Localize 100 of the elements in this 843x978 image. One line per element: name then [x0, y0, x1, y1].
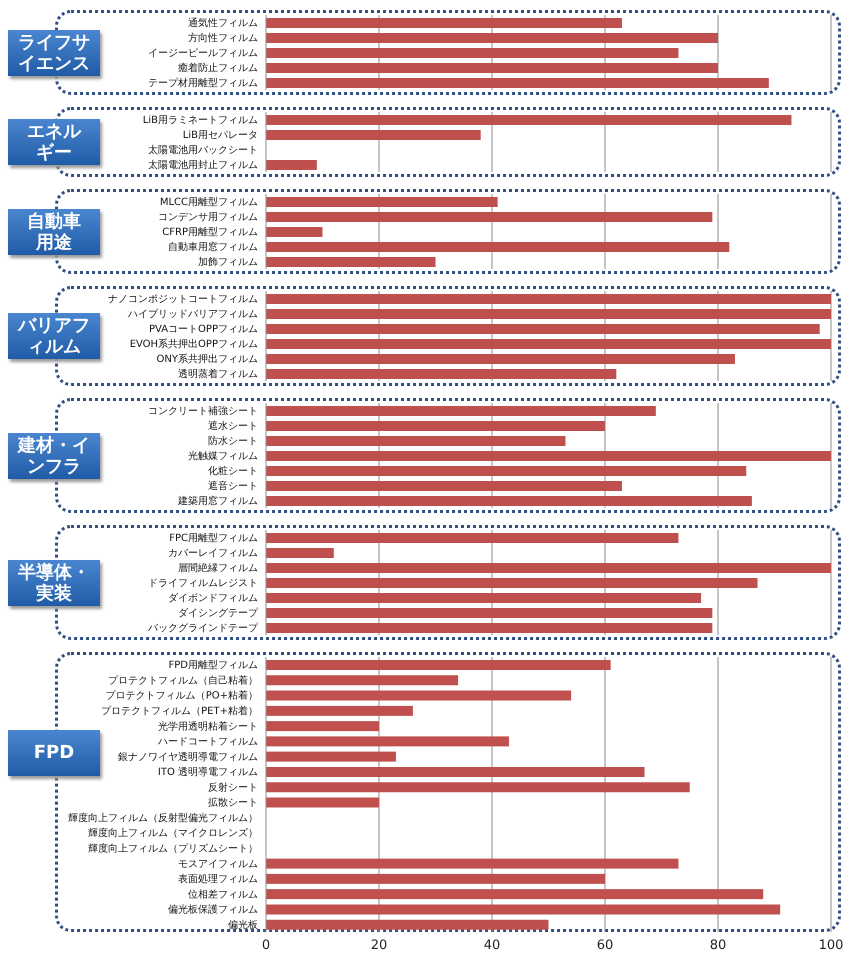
x-tick-label: 0 [262, 938, 270, 954]
bar [266, 721, 379, 732]
bar [266, 578, 758, 588]
bar [266, 593, 702, 603]
y-tick-label: FPC用離型フィルム [169, 532, 258, 544]
y-tick-label: LiB用セパレータ [182, 130, 258, 142]
y-tick-label: 遮音シート [208, 480, 258, 492]
bar [266, 920, 548, 930]
y-tick-label: ドライフィルムレジスト [148, 578, 258, 590]
y-tick-label: 光触媒フィルム [188, 450, 258, 462]
bar [266, 889, 764, 900]
bar [266, 858, 678, 869]
x-tick-label: 20 [370, 938, 388, 954]
y-tick-label: LiB用ラミネートフィルム [142, 115, 258, 126]
bar [266, 324, 820, 334]
bar [266, 354, 735, 364]
y-tick-label: 太陽電池用バックシート [148, 144, 258, 156]
text: 半導体・実装 [16, 562, 91, 604]
y-tick-label: FPD用離型フィルム [168, 659, 258, 672]
bar [266, 212, 712, 222]
text: 建材・インフラ [16, 434, 91, 476]
y-tick-label: ナノコンポジットコートフィルム [108, 294, 258, 306]
text: FPD [32, 742, 76, 764]
y-tick-label: カバーレイフィルム [168, 548, 258, 560]
bar [266, 421, 605, 431]
bar [266, 563, 831, 573]
x-tick-label: 80 [710, 938, 726, 954]
bar [266, 309, 831, 319]
y-tick-label: 輝度向上フィルム（反射型偏光フィルム） [68, 812, 258, 824]
y-tick-label: 化粧シート [208, 465, 258, 478]
bar [266, 339, 831, 349]
bar [266, 33, 718, 43]
y-tick-label: コンデンサ用フィルム [158, 212, 258, 224]
y-tick-label: 自動車用窓フィルム [168, 241, 258, 254]
y-tick-label: 位相差フィルム [188, 888, 258, 900]
x-tick-label: 100 [818, 938, 843, 954]
bar [266, 533, 678, 543]
bar [266, 623, 712, 633]
x-tick-label: 40 [484, 938, 500, 954]
bar [266, 369, 616, 379]
bar [266, 736, 509, 746]
bar [266, 242, 730, 252]
text: 自動車用途 [26, 210, 82, 252]
y-tick-label: 方向性フィルム [188, 32, 258, 44]
bar [266, 660, 611, 670]
y-tick-label: ハードコートフィルム [157, 736, 258, 748]
bar [266, 294, 831, 304]
bar [266, 257, 436, 267]
bar [266, 766, 645, 777]
y-tick-label: 建築用窓フィルム [177, 495, 258, 508]
y-tick-label: コンクリート補強シート [148, 405, 258, 418]
y-tick-label: 癒着防止フィルム [178, 62, 258, 74]
y-tick-label: 光学用透明粘着シート [158, 720, 258, 732]
bar [266, 782, 690, 792]
bar [266, 706, 413, 716]
y-tick-label: ITO 透明導電フィルム [158, 766, 258, 778]
y-tick-label: ダイシングテープ [178, 607, 259, 620]
bar [266, 496, 752, 506]
y-tick-label: 銀ナノワイヤ透明導電フィルム [118, 750, 258, 763]
y-tick-label: バックグラインドテープ [147, 622, 259, 634]
bar [266, 63, 718, 73]
y-tick-label: EVOH系共押出OPPフィルム [130, 338, 258, 350]
bar [266, 752, 396, 762]
y-tick-label: テープ材用離型フィルム [148, 77, 258, 90]
y-tick-label: 反射シート [208, 781, 258, 794]
text: エネルギー [26, 121, 82, 163]
y-tick-label: 層間絶縁フィルム [178, 562, 258, 574]
text: ライフサイエンス [16, 32, 91, 74]
bar [266, 874, 605, 884]
y-tick-label: 輝度向上フィルム（プリズムシート） [88, 842, 258, 855]
bar [266, 798, 379, 808]
y-tick-label: 防水シート [208, 435, 258, 448]
bar [266, 436, 566, 446]
y-tick-label: 遮水シート [208, 420, 258, 432]
y-tick-label: ONY系共押出フィルム [156, 353, 258, 366]
y-tick-label: モスアイフィルム [178, 858, 258, 870]
bar [266, 451, 831, 461]
bar [266, 18, 622, 28]
bar [266, 548, 334, 558]
y-tick-label: PVAコートOPPフィルム [148, 324, 258, 336]
y-tick-label: 加飾フィルム [198, 256, 258, 268]
y-tick-label: 透明蒸着フィルム [178, 368, 258, 380]
y-tick-label: プロテクトフィルム（自己粘着） [108, 674, 258, 686]
y-tick-label: ハイブリッドバリアフィルム [127, 308, 258, 320]
y-tick-label: 通気性フィルム [188, 17, 258, 30]
bar [266, 608, 712, 618]
bar [266, 481, 622, 491]
bar [266, 48, 678, 58]
y-tick-label: 拡散シート [208, 796, 258, 809]
bar [266, 675, 458, 686]
x-tick-label: 60 [596, 938, 614, 954]
y-tick-label: 表面処理フィルム [178, 873, 258, 886]
y-tick-label: イージーピールフィルム [148, 48, 258, 60]
y-tick-label: CFRP用離型フィルム [162, 226, 258, 238]
y-tick-label: プロテクトフィルム（PET+粘着） [101, 705, 258, 718]
y-tick-label: MLCC用離型フィルム [160, 196, 258, 208]
bar [266, 690, 572, 701]
bar [266, 78, 769, 88]
bar [266, 227, 322, 237]
y-tick-label: プロテクトフィルム（PO+粘着） [106, 690, 258, 702]
